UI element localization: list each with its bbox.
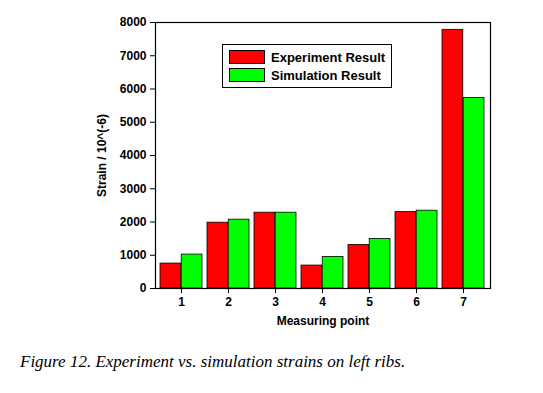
svg-text:6000: 6000 (120, 82, 147, 96)
svg-text:6: 6 (413, 295, 420, 309)
svg-text:5: 5 (366, 295, 373, 309)
svg-text:0: 0 (140, 281, 147, 295)
svg-text:5000: 5000 (120, 115, 147, 129)
svg-text:Strain / 10^(-6): Strain / 10^(-6) (95, 114, 109, 197)
svg-text:1000: 1000 (120, 248, 147, 262)
svg-text:7: 7 (460, 295, 467, 309)
svg-text:3000: 3000 (120, 182, 147, 196)
svg-text:8000: 8000 (120, 15, 147, 29)
svg-text:2000: 2000 (120, 215, 147, 229)
svg-text:7000: 7000 (120, 49, 147, 63)
svg-text:Measuring point: Measuring point (277, 314, 370, 328)
html-text:Experiment Result: Experiment Result (271, 49, 386, 65)
html-text:Simulation Result: Simulation Result (271, 67, 381, 83)
svg-text:2: 2 (225, 295, 232, 309)
svg-text:4000: 4000 (120, 148, 147, 162)
html-text:Figure 12. Experiment vs. simu: Figure 12. Experiment vs. simulation str… (20, 352, 406, 371)
svg-text:3: 3 (272, 295, 279, 309)
svg-text:1: 1 (178, 295, 185, 309)
svg-text:4: 4 (319, 295, 326, 309)
